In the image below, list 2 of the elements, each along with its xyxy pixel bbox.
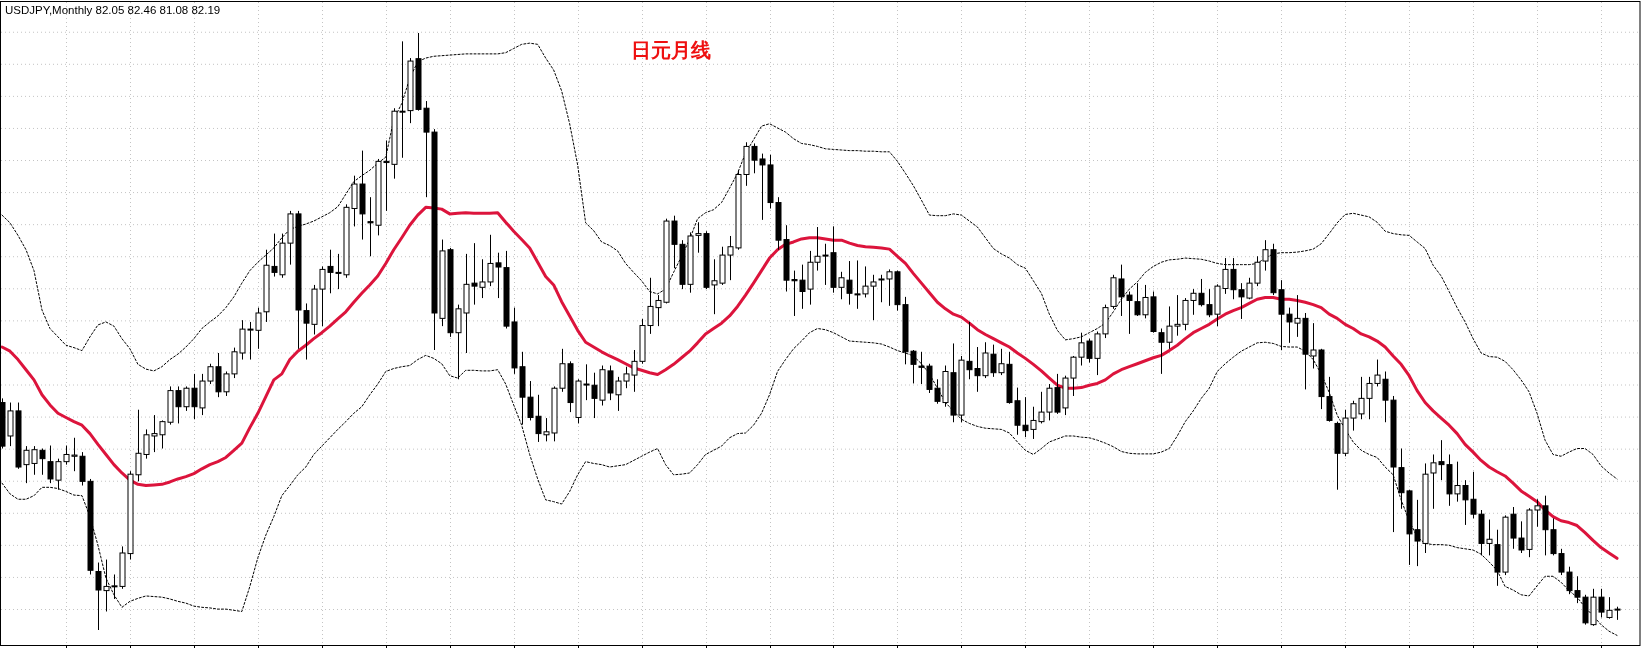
title: 日元月线 (631, 39, 711, 61)
subtitle: USDJPY,Monthly 82.05 82.46 81.08 82.19 (5, 4, 221, 16)
